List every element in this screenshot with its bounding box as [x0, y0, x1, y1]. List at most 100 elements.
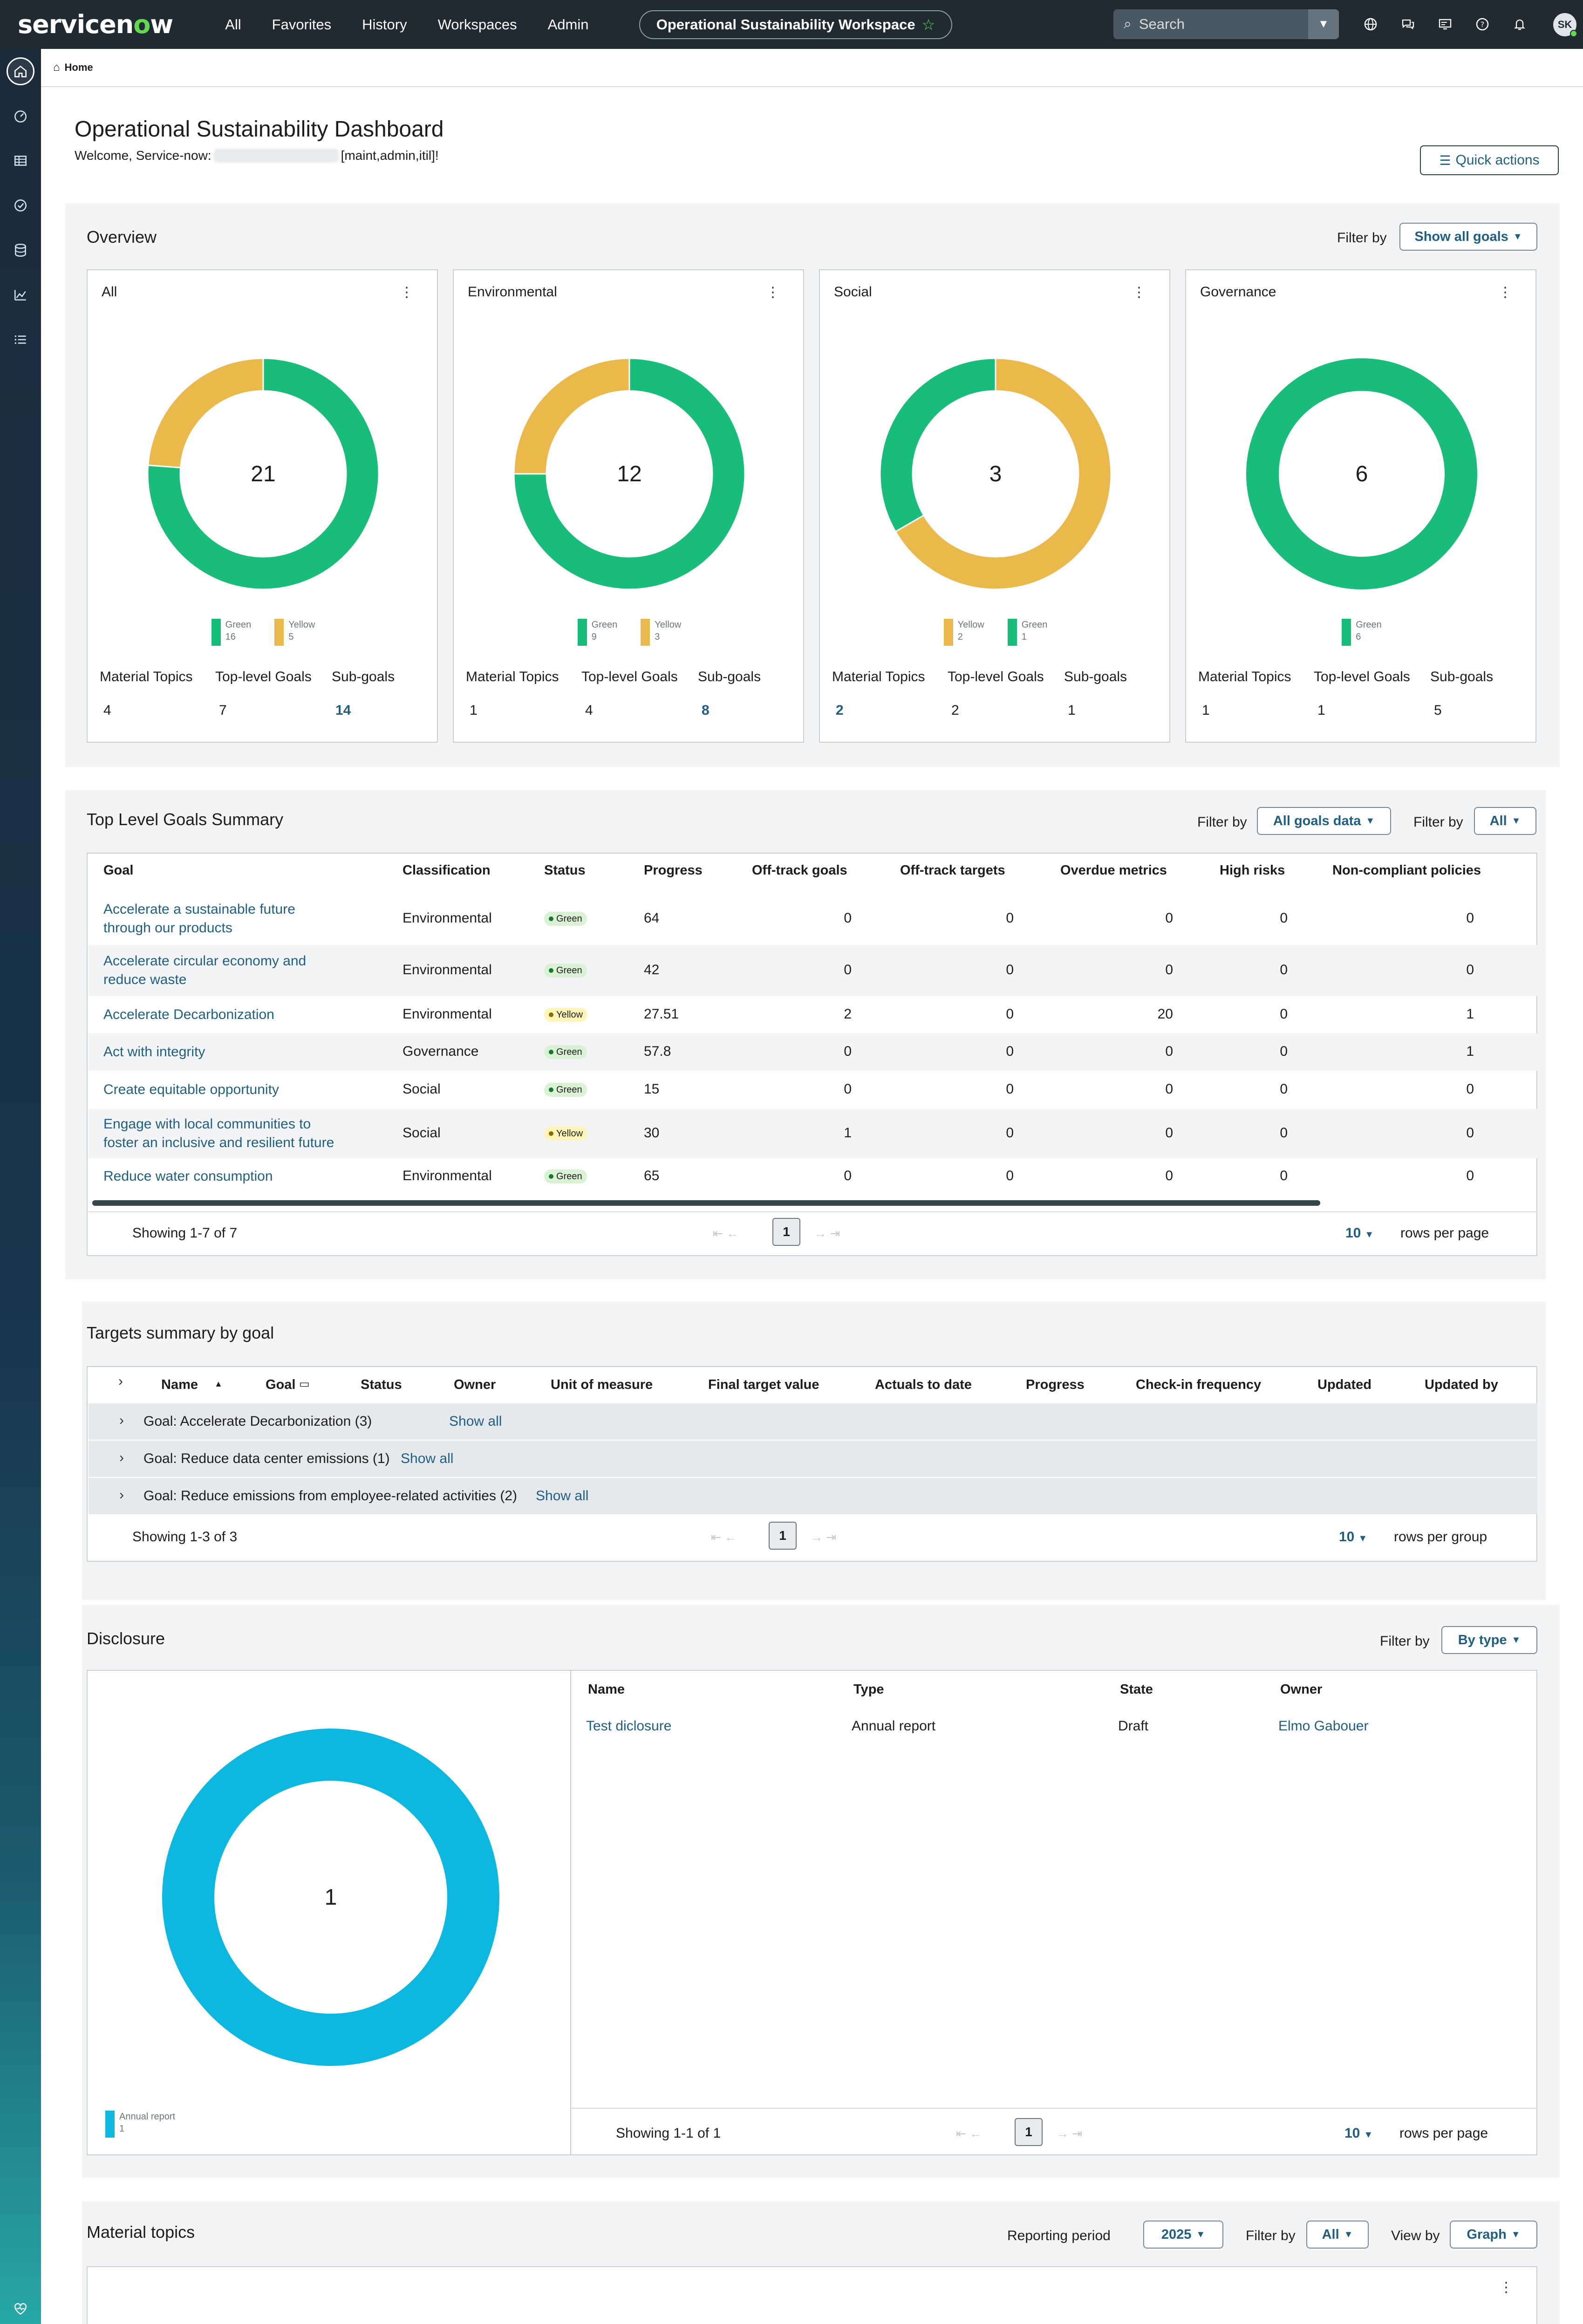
more-options-icon[interactable]: ⋮ [766, 285, 780, 300]
group-row[interactable]: › Goal: Reduce data center emissions (1) S… [89, 1441, 1537, 1477]
expand-chevron-icon[interactable]: › [119, 1450, 124, 1465]
expand-all-chevron-icon[interactable]: › [118, 1374, 123, 1389]
stat-value[interactable]: 8 [702, 703, 710, 718]
donut-chart-governance[interactable] [1244, 356, 1479, 591]
column-header-state[interactable]: State [1120, 1682, 1153, 1697]
column-header-goal[interactable]: Goal [103, 863, 134, 878]
breadcrumb-home[interactable]: Home [64, 62, 93, 73]
help-icon[interactable]: ? [1472, 14, 1493, 34]
goal-link[interactable]: Engage with local communities to foster a… [103, 1115, 334, 1152]
global-search[interactable]: ⌕ Search ▼ [1113, 9, 1339, 39]
column-header-updated[interactable]: Updated [1317, 1377, 1371, 1392]
current-page-button[interactable]: 1 [1015, 2118, 1043, 2146]
column-header-updated-by[interactable]: Updated by [1425, 1377, 1498, 1392]
current-page-button[interactable]: 1 [769, 1522, 797, 1550]
pager-next-last-icons[interactable]: → ⇥ [814, 1226, 840, 1240]
rows-per-group-select[interactable]: 10 ▼ [1339, 1529, 1368, 1545]
donut-chart-all[interactable] [146, 356, 381, 591]
nav-history[interactable]: History [362, 16, 407, 33]
servicenow-logo[interactable]: servicenow [18, 10, 173, 39]
expand-chevron-icon[interactable]: › [119, 1413, 124, 1428]
column-header-goal[interactable]: Goal [266, 1377, 296, 1392]
legend-item-annual-report[interactable]: Annual report 1 [105, 2111, 175, 2138]
column-header-overdue-metrics[interactable]: Overdue metrics [1060, 863, 1167, 878]
horizontal-scrollbar[interactable] [92, 1200, 1320, 1206]
nav-admin[interactable]: Admin [547, 16, 589, 33]
pager-first-prev-icons[interactable]: ⇤ ← [956, 2126, 982, 2140]
column-header-owner[interactable]: Owner [454, 1377, 496, 1392]
column-header-progress[interactable]: Progress [1026, 1377, 1085, 1392]
column-header-type[interactable]: Type [853, 1682, 884, 1697]
column-header-unit-of-measure[interactable]: Unit of measure [551, 1377, 653, 1392]
legend-item-green[interactable]: Green 16 [211, 619, 251, 646]
material-filter-dropdown[interactable]: All ▼ [1306, 2221, 1369, 2249]
disclosure-owner-link[interactable]: Elmo Gabouer [1278, 1718, 1369, 1734]
column-header-final-target-value[interactable]: Final target value [708, 1377, 819, 1392]
disclosure-donut-chart[interactable] [158, 1725, 503, 2070]
favorite-star-icon[interactable]: ☆ [921, 16, 935, 33]
legend-item-green[interactable]: Green 9 [577, 619, 617, 646]
column-header-owner[interactable]: Owner [1280, 1682, 1323, 1697]
show-all-link[interactable]: Show all [401, 1451, 454, 1466]
current-page-button[interactable]: 1 [772, 1218, 800, 1246]
material-card-menu-icon[interactable]: ⋮ [1499, 2280, 1513, 2295]
bell-icon[interactable] [1509, 14, 1530, 34]
reporting-period-dropdown[interactable]: 2025 ▼ [1143, 2221, 1223, 2249]
disclosure-type-filter-dropdown[interactable]: By type ▼ [1441, 1626, 1537, 1654]
column-header-off-track-goals[interactable]: Off-track goals [752, 863, 847, 878]
stat-value[interactable]: 2 [836, 703, 844, 718]
classification-filter-dropdown[interactable]: All ▼ [1474, 807, 1536, 835]
pager-next-last-icons[interactable]: → ⇥ [1057, 2126, 1083, 2140]
column-header-non-compliant-policies[interactable]: Non-compliant policies [1332, 863, 1481, 878]
donut-slice-green[interactable] [513, 357, 746, 590]
column-header-check-in-frequency[interactable]: Check-in frequency [1136, 1377, 1262, 1392]
nav-favorites[interactable]: Favorites [272, 16, 332, 33]
column-header-classification[interactable]: Classification [403, 863, 491, 878]
column-header-status[interactable]: Status [361, 1377, 402, 1392]
donut-slice-yellow[interactable] [513, 357, 630, 475]
column-header-off-track-targets[interactable]: Off-track targets [900, 863, 1005, 878]
group-row[interactable]: › Goal: Accelerate Decarbonization (3) Sho… [89, 1403, 1537, 1440]
column-header-name[interactable]: Name [161, 1377, 198, 1392]
search-scope-dropdown[interactable]: ▼ [1308, 9, 1339, 39]
pager-first-prev-icons[interactable]: ⇤ ← [713, 1226, 739, 1240]
database-icon[interactable] [7, 236, 34, 264]
column-header-name[interactable]: Name [588, 1682, 625, 1697]
heart-pulse-icon[interactable] [7, 2295, 34, 2323]
donut-slice-green[interactable] [1246, 358, 1477, 589]
more-options-icon[interactable]: ⋮ [1498, 285, 1512, 300]
goal-link[interactable]: Create equitable opportunity [103, 1080, 279, 1099]
table-icon[interactable] [7, 147, 34, 175]
group-by-icon[interactable]: ▭ [299, 1378, 310, 1390]
nav-workspaces[interactable]: Workspaces [437, 16, 517, 33]
donut-slice-yellow[interactable] [147, 357, 264, 469]
column-header-high-risks[interactable]: High risks [1220, 863, 1285, 878]
dashboard-gauge-icon[interactable] [7, 102, 34, 130]
expand-chevron-icon[interactable]: › [119, 1487, 124, 1503]
goals-data-filter-dropdown[interactable]: All goals data ▼ [1257, 807, 1391, 835]
list-icon[interactable] [7, 326, 34, 354]
goal-link[interactable]: Accelerate Decarbonization [103, 1005, 274, 1024]
check-circle-icon[interactable] [7, 191, 34, 219]
legend-item-yellow[interactable]: Yellow 5 [274, 619, 315, 646]
screen-icon[interactable] [1435, 14, 1455, 34]
legend-item-yellow[interactable]: Yellow 2 [943, 619, 984, 646]
overview-filter-dropdown[interactable]: Show all goals ▼ [1399, 223, 1537, 251]
legend-item-yellow[interactable]: Yellow 3 [641, 619, 681, 646]
donut-chart-environmental[interactable] [512, 356, 747, 591]
pager-next-last-icons[interactable]: → ⇥ [811, 1530, 837, 1544]
globe-icon[interactable] [1360, 14, 1381, 34]
show-all-link[interactable]: Show all [536, 1488, 589, 1504]
more-options-icon[interactable]: ⋮ [400, 285, 414, 300]
rows-per-page-select[interactable]: 10 ▼ [1345, 1225, 1374, 1241]
chat-icon[interactable] [1398, 14, 1418, 34]
donut-slice-green[interactable] [879, 357, 996, 533]
donut-slice-annual-report[interactable] [162, 1729, 499, 2066]
group-row[interactable]: › Goal: Reduce emissions from employee-re… [89, 1478, 1537, 1514]
quick-actions-button[interactable]: ☰ Quick actions [1420, 145, 1559, 175]
donut-slice-yellow[interactable] [894, 357, 1112, 590]
column-header-status[interactable]: Status [544, 863, 586, 878]
column-header-progress[interactable]: Progress [644, 863, 703, 878]
view-by-dropdown[interactable]: Graph ▼ [1450, 2221, 1537, 2249]
donut-slice-green[interactable] [147, 357, 380, 590]
